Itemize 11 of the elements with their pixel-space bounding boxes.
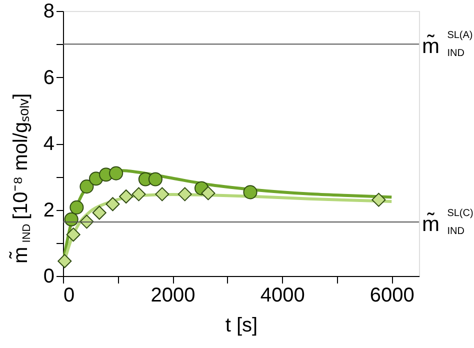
x-tick-label: 4000 (260, 284, 305, 306)
x-tick-label: 2000 (150, 284, 196, 306)
y-tick-label: 4 (43, 133, 54, 155)
x-tick-label: 6000 (370, 284, 414, 306)
y-tick-label: 2 (43, 199, 54, 222)
y-tick-label: 8 (43, 0, 54, 22)
x-axis-title: t [s] (225, 314, 258, 336)
y-tick-label: 6 (43, 66, 54, 89)
y-tick-label: 0 (43, 266, 54, 288)
x-tick-label: 0 (64, 284, 75, 306)
y-axis-title: m̃IND [10⁻⁸ mol/gₛₒₗᵥ] (8, 93, 33, 264)
